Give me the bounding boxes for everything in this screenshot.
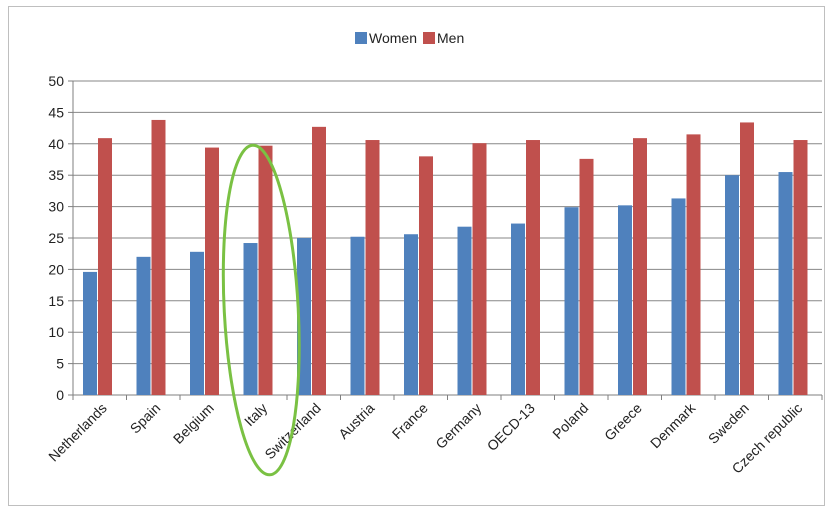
x-tick-label: France — [389, 400, 431, 442]
bar-women-denmark — [671, 198, 686, 395]
x-tick-label: Belgium — [170, 400, 217, 447]
bar-women-czech-republic — [778, 172, 793, 395]
bar-women-oecd-13 — [511, 223, 525, 395]
bar-men-sweden — [740, 122, 754, 395]
y-tick-label: 30 — [48, 199, 64, 215]
gridlines — [73, 80, 822, 396]
bar-men-denmark — [686, 134, 701, 395]
y-tick-label: 45 — [48, 104, 64, 120]
bar-men-italy — [258, 145, 273, 395]
x-tick-label: Netherlands — [45, 400, 110, 465]
y-tick-label: 50 — [48, 73, 64, 89]
legend: Women Men — [355, 30, 464, 46]
bar-women-france — [404, 234, 418, 395]
y-tick-label: 40 — [48, 136, 64, 152]
x-tick-label: Italy — [241, 400, 270, 429]
bar-women-italy — [243, 243, 258, 395]
y-tick-label: 25 — [48, 230, 64, 246]
bar-women-austria — [350, 236, 365, 395]
bar-men-austria — [365, 140, 380, 395]
bar-men-greece — [633, 138, 647, 395]
x-tick-label: Poland — [549, 400, 591, 442]
legend-label-men: Men — [437, 30, 464, 46]
y-tick-label: 15 — [48, 293, 64, 309]
bar-men-germany — [472, 143, 487, 395]
y-axis: 0 5 10 15 20 25 30 35 40 45 50 — [48, 73, 74, 403]
bar-men-oecd-13 — [526, 140, 540, 395]
x-tick-label: Germany — [432, 400, 484, 452]
y-tick-label: 0 — [56, 387, 64, 403]
bar-women-germany — [457, 226, 472, 395]
bar-women-belgium — [190, 251, 204, 395]
highlight-ellipse — [221, 143, 301, 477]
x-tick-label: Austria — [335, 400, 377, 442]
y-tick-label: 10 — [48, 324, 64, 340]
bar-women-sweden — [725, 175, 739, 395]
y-tick-label: 20 — [48, 261, 64, 277]
bar-men-spain — [151, 119, 166, 395]
x-tick-label: Sweden — [705, 400, 752, 447]
y-tick-label: 35 — [48, 167, 64, 183]
x-tick-label: Greece — [601, 400, 645, 444]
y-tick-label: 5 — [56, 356, 64, 372]
bar-men-poland — [579, 158, 594, 395]
bar-women-spain — [136, 256, 151, 395]
x-tick-label: OECD-13 — [484, 400, 538, 454]
legend-label-women: Women — [369, 30, 417, 46]
bar-women-poland — [564, 207, 579, 395]
x-tick-label: Denmark — [647, 399, 699, 451]
bars — [83, 119, 808, 396]
bar-men-belgium — [205, 147, 219, 395]
bar-men-france — [419, 156, 433, 395]
bar-women-greece — [618, 205, 632, 395]
bar-men-switzerland — [312, 126, 326, 396]
bar-men-netherlands — [98, 138, 112, 395]
annotation — [221, 143, 301, 477]
bar-men-czech-republic — [793, 140, 808, 395]
bar-women-netherlands — [83, 271, 97, 395]
x-tick-label: Spain — [127, 400, 164, 437]
legend-swatch-men — [423, 32, 435, 44]
legend-swatch-women — [355, 32, 367, 44]
